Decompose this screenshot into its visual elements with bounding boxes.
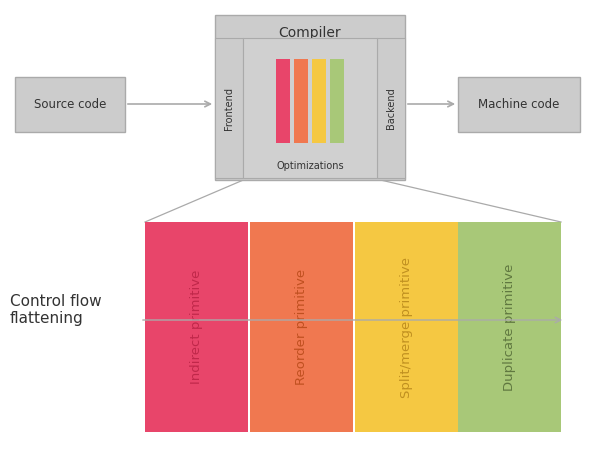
Bar: [215, 38, 243, 178]
Bar: [294, 59, 308, 143]
Text: Machine code: Machine code: [478, 98, 560, 111]
Text: Source code: Source code: [34, 98, 106, 111]
Bar: [145, 222, 248, 432]
Text: Compiler: Compiler: [278, 26, 341, 40]
Text: Reorder primitive: Reorder primitive: [295, 269, 308, 385]
Bar: [215, 15, 405, 180]
Bar: [276, 59, 290, 143]
Bar: [312, 59, 326, 143]
Text: Indirect primitive: Indirect primitive: [190, 270, 203, 384]
Bar: [330, 59, 344, 143]
Bar: [377, 38, 405, 178]
Bar: [243, 38, 377, 178]
Bar: [458, 77, 580, 132]
Text: Control flow
flattening: Control flow flattening: [10, 294, 101, 326]
Text: Backend: Backend: [386, 87, 396, 129]
Bar: [250, 222, 353, 432]
Text: Frontend: Frontend: [224, 87, 234, 129]
Bar: [15, 77, 125, 132]
Bar: [458, 222, 561, 432]
Text: Split/merge primitive: Split/merge primitive: [400, 257, 413, 398]
Text: Optimizations: Optimizations: [276, 161, 344, 171]
Bar: [355, 222, 458, 432]
Text: Duplicate primitive: Duplicate primitive: [503, 263, 516, 391]
